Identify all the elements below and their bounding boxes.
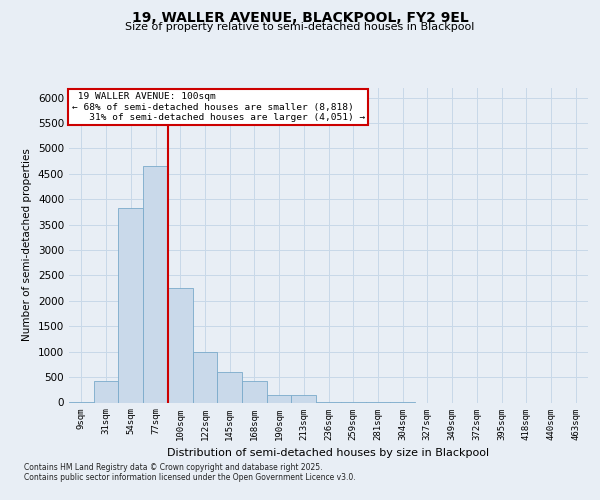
Text: 19 WALLER AVENUE: 100sqm
← 68% of semi-detached houses are smaller (8,818)
   31: 19 WALLER AVENUE: 100sqm ← 68% of semi-d…: [71, 92, 365, 122]
Text: Contains public sector information licensed under the Open Government Licence v3: Contains public sector information licen…: [24, 472, 356, 482]
Bar: [94, 381, 118, 402]
X-axis label: Distribution of semi-detached houses by size in Blackpool: Distribution of semi-detached houses by …: [167, 448, 490, 458]
Bar: [292, 395, 316, 402]
Text: Contains HM Land Registry data © Crown copyright and database right 2025.: Contains HM Land Registry data © Crown c…: [24, 462, 323, 471]
Bar: [267, 394, 292, 402]
Text: 19, WALLER AVENUE, BLACKPOOL, FY2 9EL: 19, WALLER AVENUE, BLACKPOOL, FY2 9EL: [131, 11, 469, 25]
Bar: [118, 208, 143, 402]
Text: Size of property relative to semi-detached houses in Blackpool: Size of property relative to semi-detach…: [125, 22, 475, 32]
Bar: [242, 381, 267, 402]
Y-axis label: Number of semi-detached properties: Number of semi-detached properties: [22, 148, 32, 342]
Bar: [217, 372, 242, 402]
Bar: [143, 166, 168, 402]
Bar: [168, 288, 193, 403]
Bar: [193, 352, 217, 403]
